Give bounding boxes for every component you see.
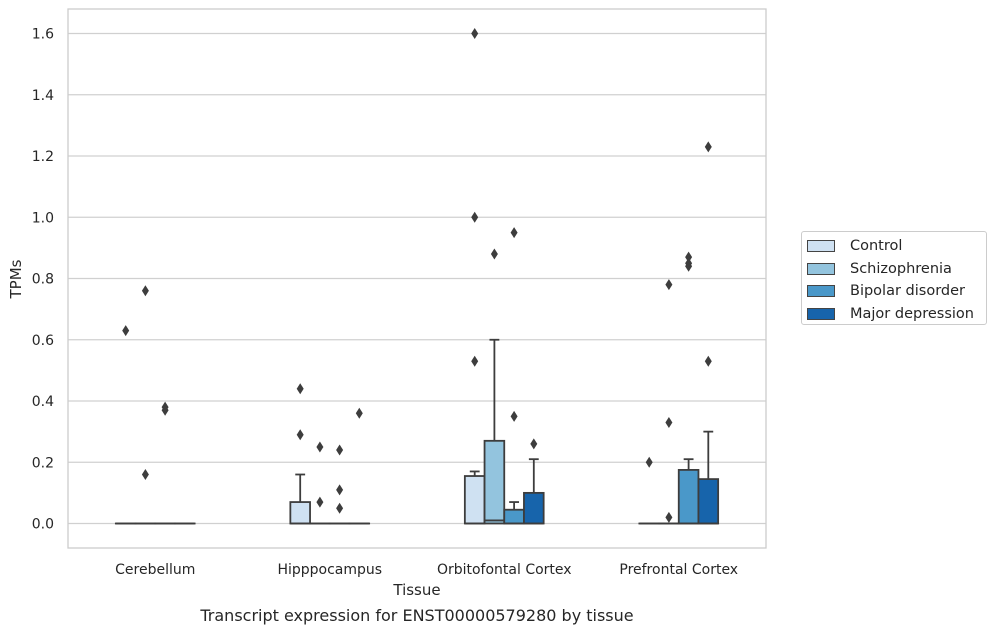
y-tick-label: 0.4 bbox=[32, 394, 54, 410]
legend-swatch-major-depression bbox=[807, 307, 835, 320]
legend-label: Schizophrenia bbox=[850, 260, 952, 277]
y-axis-label: TPMs bbox=[7, 259, 25, 299]
outlier-point bbox=[296, 429, 304, 441]
y-tick-labels: 0.0 0.2 0.4 0.6 0.8 1.0 1.2 1.4 1.6 bbox=[32, 27, 54, 533]
legend-item: Control bbox=[807, 235, 986, 258]
outlier-point bbox=[510, 410, 518, 422]
figure-caption: Transcript expression for ENST0000057928… bbox=[200, 606, 634, 625]
plot-frame bbox=[67, 8, 767, 549]
outlier-point bbox=[685, 251, 693, 263]
legend: Control Schizophrenia Bipolar disorder M… bbox=[801, 231, 987, 325]
box bbox=[483, 439, 506, 525]
legend-item: Schizophrenia bbox=[807, 258, 986, 281]
outlier-point bbox=[645, 456, 653, 468]
y-tick-label: 0.8 bbox=[32, 272, 54, 288]
legend-swatch-schizophrenia bbox=[807, 262, 835, 275]
outlier-point bbox=[296, 383, 304, 395]
y-tick-label: 1.2 bbox=[32, 149, 54, 165]
y-tick-label: 0.6 bbox=[32, 333, 54, 349]
outlier-point bbox=[316, 496, 324, 508]
x-tick-label: Prefrontal Cortex bbox=[619, 562, 738, 578]
outlier-point bbox=[122, 325, 130, 337]
outlier-point bbox=[141, 285, 149, 297]
legend-swatch-bipolar bbox=[807, 285, 835, 298]
outlier-point bbox=[336, 444, 344, 456]
outlier-point bbox=[336, 502, 344, 514]
y-tick-label: 0.0 bbox=[32, 517, 54, 533]
legend-label: Control bbox=[850, 238, 903, 255]
plot-boxes bbox=[114, 338, 720, 525]
box bbox=[677, 469, 700, 525]
outlier-point bbox=[704, 355, 712, 367]
outlier-point bbox=[510, 227, 518, 239]
y-tick-label: 1.4 bbox=[32, 88, 54, 104]
x-tick-labels: Cerebellum Hipppocampus Orbitofontal Corte… bbox=[115, 562, 738, 578]
outlier-point bbox=[665, 511, 673, 523]
outlier-point bbox=[665, 279, 673, 291]
outlier-point bbox=[316, 441, 324, 453]
outlier-point bbox=[665, 416, 673, 428]
legend-item: Major depression bbox=[807, 303, 986, 326]
legend-label: Bipolar disorder bbox=[850, 283, 965, 300]
y-tick-label: 1.6 bbox=[32, 27, 54, 43]
outlier-point bbox=[471, 28, 479, 39]
outlier-point bbox=[141, 469, 149, 480]
outlier-point bbox=[161, 401, 169, 413]
outlier-point bbox=[336, 484, 344, 496]
x-tick-label: Cerebellum bbox=[115, 562, 195, 578]
legend-swatch-control bbox=[807, 240, 835, 253]
outlier-point bbox=[355, 407, 363, 419]
outlier-points bbox=[122, 28, 712, 523]
outlier-point bbox=[704, 141, 712, 153]
outlier-point bbox=[471, 355, 479, 367]
y-tick-label: 1.0 bbox=[32, 210, 54, 226]
gridlines bbox=[68, 32, 766, 525]
legend-item: Bipolar disorder bbox=[807, 280, 986, 303]
outlier-point bbox=[685, 257, 693, 269]
outlier-point bbox=[530, 438, 538, 450]
box bbox=[463, 475, 486, 525]
x-tick-label: Hipppocampus bbox=[277, 562, 382, 578]
box bbox=[523, 491, 545, 525]
y-tick-label: 0.2 bbox=[32, 455, 54, 471]
box bbox=[289, 501, 311, 525]
outlier-point bbox=[490, 248, 498, 260]
box bbox=[697, 478, 720, 525]
legend-label: Major depression bbox=[850, 305, 974, 322]
x-axis-label: Tissue bbox=[392, 581, 440, 599]
outlier-point bbox=[471, 211, 479, 223]
box bbox=[503, 508, 525, 525]
x-tick-label: Orbitofontal Cortex bbox=[437, 562, 572, 578]
